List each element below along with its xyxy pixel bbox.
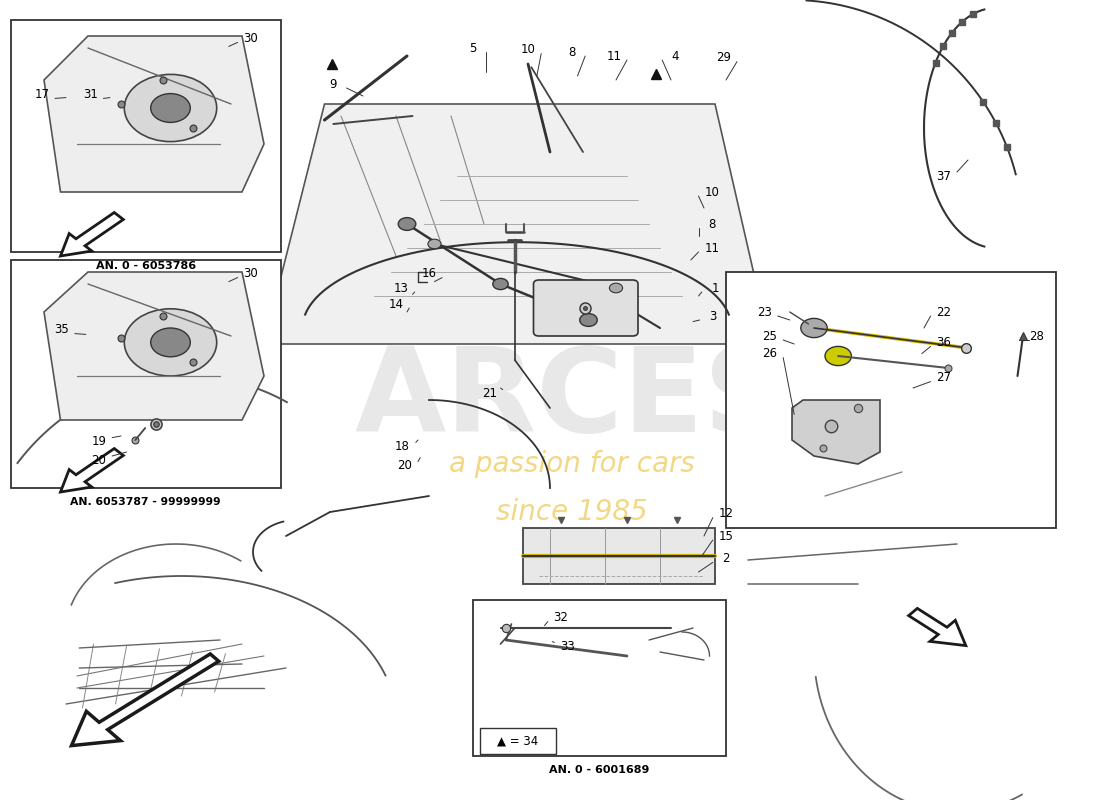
Text: since 1985: since 1985 — [496, 498, 648, 526]
FancyBboxPatch shape — [11, 260, 280, 488]
Text: 30: 30 — [243, 267, 258, 280]
Text: a passion for cars: a passion for cars — [449, 450, 695, 478]
Text: 20: 20 — [91, 454, 107, 466]
FancyBboxPatch shape — [480, 728, 556, 754]
FancyArrow shape — [60, 213, 123, 256]
Text: 28: 28 — [1028, 330, 1044, 342]
Text: 29: 29 — [716, 51, 732, 64]
Text: 9: 9 — [330, 78, 337, 90]
Text: ▲ = 34: ▲ = 34 — [497, 734, 538, 747]
Polygon shape — [264, 104, 770, 344]
Text: AN. 6053787 - 99999999: AN. 6053787 - 99999999 — [70, 498, 221, 507]
Text: 31: 31 — [82, 88, 98, 101]
Text: 25: 25 — [762, 330, 778, 342]
Text: 16: 16 — [421, 267, 437, 280]
Text: 10: 10 — [704, 186, 719, 198]
Text: 5: 5 — [470, 42, 476, 54]
Circle shape — [151, 328, 190, 357]
Text: 4: 4 — [672, 50, 679, 62]
Circle shape — [580, 314, 597, 326]
Polygon shape — [792, 400, 880, 464]
Text: 8: 8 — [708, 218, 715, 230]
FancyBboxPatch shape — [473, 600, 726, 756]
Text: AN. 0 - 6001689: AN. 0 - 6001689 — [549, 766, 650, 775]
Text: 37: 37 — [936, 170, 952, 182]
Text: 21: 21 — [482, 387, 497, 400]
FancyBboxPatch shape — [726, 272, 1056, 528]
FancyBboxPatch shape — [534, 280, 638, 336]
Text: 14: 14 — [388, 298, 404, 310]
Text: 13: 13 — [394, 282, 409, 294]
Text: 8: 8 — [569, 46, 575, 58]
FancyArrow shape — [909, 608, 966, 646]
Text: 18: 18 — [395, 440, 410, 453]
Text: 15: 15 — [718, 530, 734, 542]
FancyArrow shape — [72, 654, 219, 746]
FancyBboxPatch shape — [11, 20, 280, 252]
Circle shape — [428, 239, 441, 249]
Text: 17: 17 — [34, 88, 50, 101]
Text: 32: 32 — [553, 611, 569, 624]
Circle shape — [124, 309, 217, 376]
Text: 30: 30 — [243, 32, 258, 45]
Text: 23: 23 — [757, 306, 772, 318]
Text: 33: 33 — [560, 640, 575, 653]
Text: 3: 3 — [710, 310, 716, 322]
Circle shape — [825, 346, 851, 366]
Text: ARCES: ARCES — [354, 342, 790, 458]
Text: 20: 20 — [397, 459, 412, 472]
Text: 1: 1 — [712, 282, 718, 294]
Text: AN. 0 - 6053786: AN. 0 - 6053786 — [96, 262, 196, 271]
Text: 11: 11 — [704, 242, 719, 254]
Polygon shape — [44, 36, 264, 192]
Circle shape — [398, 218, 416, 230]
Polygon shape — [44, 272, 264, 420]
Text: 36: 36 — [936, 336, 952, 349]
Circle shape — [493, 278, 508, 290]
Circle shape — [124, 74, 217, 142]
Text: 26: 26 — [762, 347, 778, 360]
Text: 11: 11 — [606, 50, 621, 62]
Polygon shape — [522, 528, 715, 584]
FancyArrow shape — [60, 449, 123, 492]
Text: 27: 27 — [936, 371, 952, 384]
Text: 19: 19 — [91, 435, 107, 448]
Text: 12: 12 — [718, 507, 734, 520]
Text: 35: 35 — [54, 323, 69, 336]
Text: 22: 22 — [936, 306, 952, 318]
Circle shape — [609, 283, 623, 293]
Text: 2: 2 — [723, 552, 729, 565]
Text: 10: 10 — [520, 43, 536, 56]
Circle shape — [801, 318, 827, 338]
Circle shape — [151, 94, 190, 122]
